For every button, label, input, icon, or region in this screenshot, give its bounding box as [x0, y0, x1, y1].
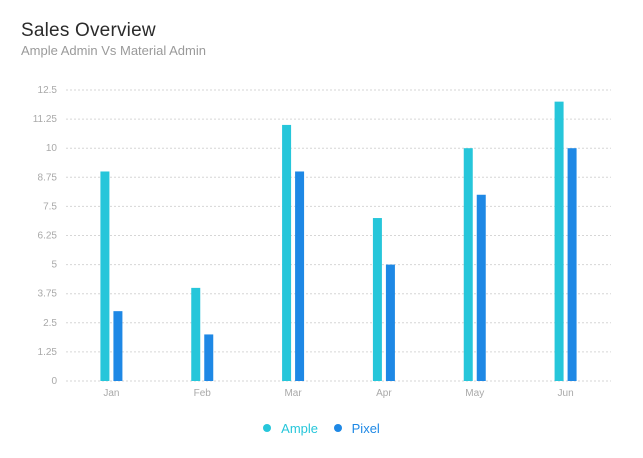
x-tick-label: Jan	[103, 388, 119, 399]
bar-ample[interactable]	[100, 171, 110, 381]
bar-pixel[interactable]	[385, 264, 395, 381]
bar-ample[interactable]	[191, 287, 201, 381]
bar-ample[interactable]	[463, 148, 473, 381]
legend-dot-ample-icon	[263, 424, 272, 432]
legend-dot-pixel-icon	[333, 424, 342, 432]
legend-label-pixel: Pixel	[351, 420, 380, 436]
bar-ample[interactable]	[372, 218, 382, 381]
y-tick-label: 11.25	[33, 114, 58, 125]
y-tick-label: 12.5	[38, 85, 58, 96]
bar-pixel[interactable]	[567, 148, 577, 381]
legend-label-ample: Ample	[281, 420, 319, 436]
x-tick-label: May	[465, 388, 484, 399]
bar-pixel[interactable]	[204, 334, 214, 381]
bar-pixel[interactable]	[295, 171, 305, 381]
y-tick-label: 6.25	[38, 231, 58, 242]
y-tick-label: 7.5	[43, 201, 57, 212]
bar-pixel[interactable]	[476, 194, 486, 381]
x-tick-label: Jun	[558, 388, 574, 399]
y-tick-label: 2.5	[43, 318, 57, 329]
y-tick-label: 3.75	[38, 289, 58, 300]
legend-item-ample[interactable]: Ample	[263, 421, 318, 436]
x-tick-label: Mar	[284, 388, 302, 399]
y-tick-label: 1.25	[38, 347, 58, 358]
chart-title: Sales Overview	[21, 20, 156, 41]
y-tick-label: 10	[46, 143, 58, 154]
legend-item-pixel[interactable]: Pixel	[333, 420, 380, 436]
bar-pixel[interactable]	[113, 311, 123, 381]
y-tick-label: 5	[51, 260, 57, 271]
bar-ample[interactable]	[554, 101, 564, 381]
chart-subtitle: Ample Admin Vs Material Admin	[21, 43, 206, 58]
bar-ample[interactable]	[282, 124, 292, 382]
y-tick-label: 8.75	[38, 172, 58, 183]
x-tick-label: Feb	[194, 388, 212, 399]
x-tick-label: Apr	[376, 388, 392, 399]
legend: Ample Pixel	[0, 420, 643, 436]
y-tick-label: 0	[51, 376, 57, 387]
